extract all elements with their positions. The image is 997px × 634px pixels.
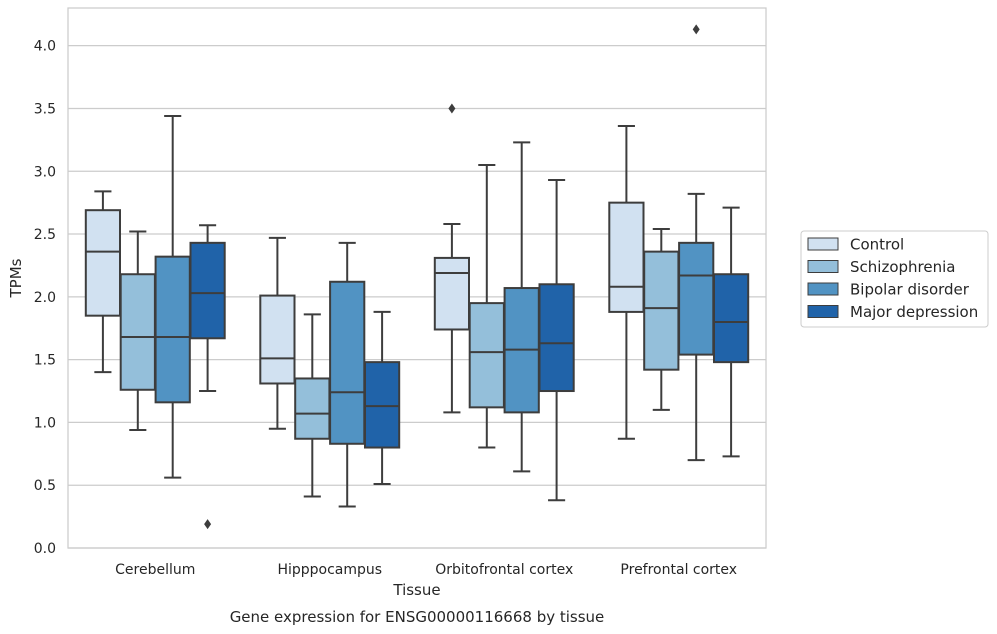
iqr-box <box>468 302 505 409</box>
y-tick-label: 4.0 <box>34 39 56 55</box>
iqr-box <box>84 209 122 317</box>
legend-swatch <box>807 237 839 251</box>
iqr-box <box>294 377 331 440</box>
outlier-point <box>204 519 212 530</box>
x-tick-label: Orbitofrontal cortex <box>435 562 573 578</box>
iqr-box <box>259 294 296 385</box>
outlier-point <box>448 103 456 114</box>
legend-swatch <box>807 305 839 318</box>
x-tick-labels: Cerebellum Hipppocampus Orbitofrontal cort… <box>115 562 737 578</box>
box-major-depression <box>363 310 401 485</box>
y-tick-label: 1.0 <box>34 415 56 431</box>
iqr-box <box>608 201 645 313</box>
box-schizophrenia <box>643 228 680 411</box>
box-control <box>608 125 645 440</box>
iqr-box <box>538 283 575 393</box>
legend-entry: Control <box>850 236 904 254</box>
box-bipolar-disorder <box>329 241 366 508</box>
iqr-box <box>643 250 680 371</box>
iqr-box <box>119 273 156 391</box>
y-tick-labels: 0.0 0.5 1.0 1.5 2.0 2.5 3.0 3.5 4.0 <box>34 39 56 557</box>
legend-swatch <box>807 282 839 296</box>
legend-entry: Schizophrenia <box>850 258 955 276</box>
legend-swatch <box>807 260 839 273</box>
x-tick-label: Cerebellum <box>115 562 195 578</box>
y-tick-label: 3.0 <box>34 164 56 180</box>
y-tick-label: 2.5 <box>34 227 56 243</box>
box-bipolar-disorder <box>678 24 715 462</box>
y-tick-label: 0.0 <box>34 541 56 557</box>
y-axis-label: TPMs <box>7 258 25 298</box>
box-major-depression <box>189 224 226 530</box>
iqr-box <box>189 241 226 340</box>
box-schizophrenia <box>294 313 331 498</box>
box-bipolar-disorder <box>154 115 191 479</box>
box-control <box>259 236 296 430</box>
y-tick-label: 0.5 <box>34 478 56 494</box>
box-schizophrenia <box>468 163 505 449</box>
x-tick-label: Hipppocampus <box>277 562 382 578</box>
y-tick-label: 2.0 <box>34 290 56 306</box>
iqr-box <box>712 273 750 364</box>
iqr-box <box>678 241 715 356</box>
iqr-box <box>154 255 191 404</box>
box-control <box>433 103 471 414</box>
legend: Control Schizophrenia Bipolar disorder Majo… <box>800 230 989 328</box>
box-control <box>84 190 122 374</box>
figure-caption: Gene expression for ENSG00000116668 by t… <box>230 608 605 626</box>
y-tick-label: 1.5 <box>34 353 56 369</box>
y-tick-label: 3.5 <box>34 101 56 117</box>
legend-entry: Bipolar disorder <box>850 281 970 299</box>
box-bipolar-disorder <box>503 141 540 473</box>
iqr-box <box>433 256 471 331</box>
box-groups <box>84 24 750 530</box>
box-major-depression <box>538 179 575 502</box>
iqr-box <box>329 280 366 445</box>
outlier-point <box>692 24 700 35</box>
legend-entry: Major depression <box>850 303 978 321</box>
legend-frame <box>800 230 989 328</box>
plot-frame <box>67 7 767 549</box>
iqr-box <box>363 361 401 449</box>
x-axis-label: Tissue <box>392 581 440 599</box>
box-major-depression <box>712 206 750 458</box>
x-tick-label: Prefrontal cortex <box>620 562 737 578</box>
